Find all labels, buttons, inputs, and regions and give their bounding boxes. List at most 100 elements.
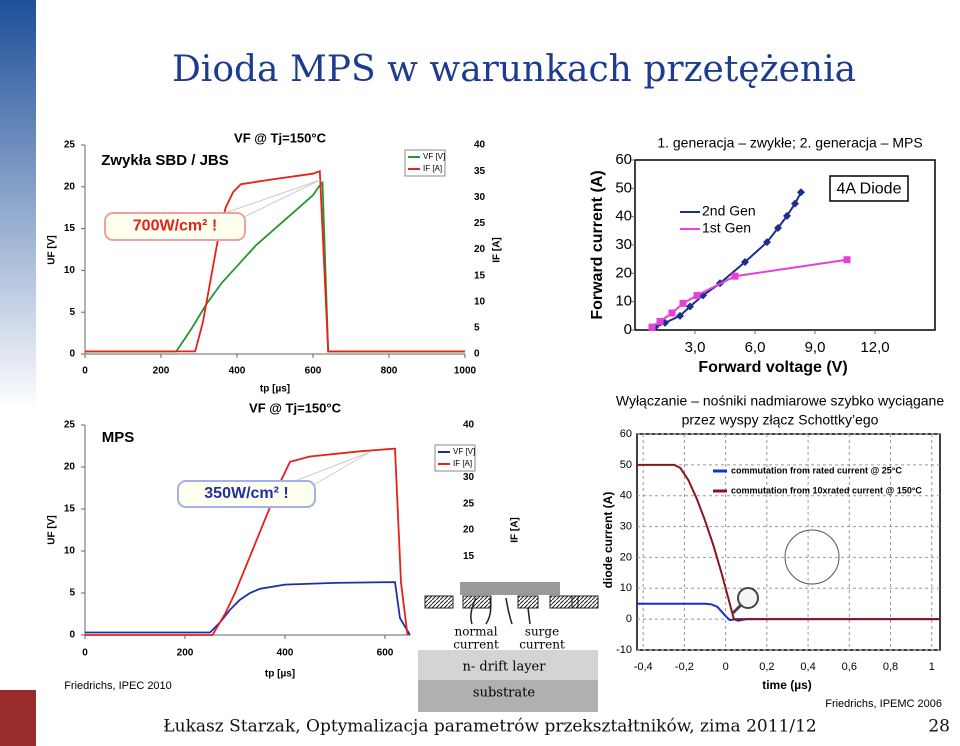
y-tick-label: 0 [626,613,632,625]
marker [679,299,687,307]
series-line [85,180,465,353]
chart-title: VF @ Tj=150°C [234,130,327,145]
marker [686,302,694,311]
x-tick-label: -0,4 [634,661,653,673]
y2-tick-label: 15 [463,551,475,562]
side-strip [0,0,36,746]
y-tick-label: 15 [64,223,76,234]
y2-tick-label: 40 [474,140,486,151]
legend-label: commutation from 10xrated current @ 150°… [731,485,922,495]
x-axis-label: tp [µs] [260,384,290,395]
plot-frame [636,433,941,651]
x-tick-label: 0 [723,661,729,673]
p-island [517,595,539,609]
x-tick-label: 0,8 [883,661,898,673]
annotation: 4A Diode [837,181,902,198]
y-tick-label: 20 [64,462,76,473]
marker [731,272,739,280]
diagram-label: current [519,638,565,652]
marker [648,323,656,331]
marker [676,311,684,320]
y-tick-label: 20 [64,181,76,192]
y2-tick-label: 10 [474,296,486,307]
legend-box [404,149,446,177]
x-tick-label: 0,4 [800,661,815,673]
diagram-label: normal [454,625,497,639]
y-tick-label: 20 [615,264,632,281]
y-tick-label: 25 [64,140,76,151]
y2-tick-label: 40 [463,420,475,431]
y-tick-label: 20 [620,551,632,563]
magnifier [737,587,759,609]
y-tick-label: 60 [620,428,632,440]
chart-subtitle: Wyłączanie – nośniki nadmiarowe szybko w… [616,393,944,409]
y-tick-label: 0 [69,630,75,641]
y2-tick-label: 30 [463,472,475,483]
marker [797,188,805,197]
magnifier-handle [731,603,743,615]
legend-label: VF [V] [423,152,445,161]
callout [177,480,316,508]
y-tick-label: 40 [615,208,632,225]
x-tick-label: 1000 [454,366,477,377]
chart-label: Zwykła SBD / JBS [101,152,229,169]
p-island [424,595,454,609]
annotation: 350W/cm² ! [204,485,288,502]
y2-tick-label: 25 [463,498,475,509]
chart-title: 1. generacja – zwykłe; 2. generacja – MP… [657,135,922,151]
y-tick-label: 30 [620,520,632,532]
x-tick-label: -0,2 [675,661,694,673]
slide-title: Dioda MPS w warunkach przetężenia [172,49,856,90]
callout [104,212,246,241]
y-tick-label: 50 [620,459,632,471]
x-tick-label: 200 [177,648,194,659]
diagram-label: current [453,638,499,652]
marker [741,258,749,266]
x-tick-label: 0,2 [759,661,774,673]
chart-subtitle: przez wyspy złącz Schottky’ego [682,412,879,428]
y2-tick-label: 35 [474,166,486,177]
x-axis-label: Forward voltage (V) [698,359,847,376]
y-tick-label: 50 [615,179,632,196]
legend-label: 2nd Gen [702,203,756,219]
diagram-label: substrate [473,686,535,701]
marker [774,224,782,232]
series-line [85,581,411,636]
callout-pointer [294,451,371,488]
marker [763,238,771,247]
y-tick-label: 15 [64,504,76,515]
magnifier-inset [784,529,840,585]
y2-tick-label: 30 [474,192,486,203]
y-tick-label: 25 [64,420,76,431]
annotation-box [829,175,909,202]
chart: -10 0 10 20 30 40 50 60 -0,4 -0,2 0 0,2 0,4 0,6 0,8 1 ti… [601,393,944,710]
y2-axis-label: IF [A] [492,237,503,263]
x-axis-label: tp [µs] [265,669,295,680]
marker [668,309,676,317]
diagram-label: n- drift layer [463,660,547,675]
y-axis-label: Forward current (A) [589,170,606,319]
legend-label: IF [A] [453,459,472,468]
x-tick-label: 600 [305,366,322,377]
x-tick-label: 0 [82,366,88,377]
legend-label: IF [A] [423,164,442,173]
drift-layer [418,650,598,680]
legend-label: 1st Gen [702,220,751,236]
marker [656,318,664,325]
y-tick-label: 10 [64,265,76,276]
substrate-layer [418,680,598,712]
x-tick-label: 0,6 [842,661,857,673]
y-tick-label: 60 [615,151,632,168]
p-island [571,595,599,609]
x-tick-label: 200 [153,366,170,377]
series-line [637,463,940,622]
y-tick-label: 10 [615,293,632,310]
x-tick-label: 600 [377,648,394,659]
page-number: 28 [928,717,950,737]
x-tick-label: 3,0 [685,339,706,356]
y-tick-label: 30 [615,236,632,253]
x-tick-label: 0 [82,648,88,659]
marker [791,199,799,208]
x-tick-label: 12,0 [860,339,889,356]
